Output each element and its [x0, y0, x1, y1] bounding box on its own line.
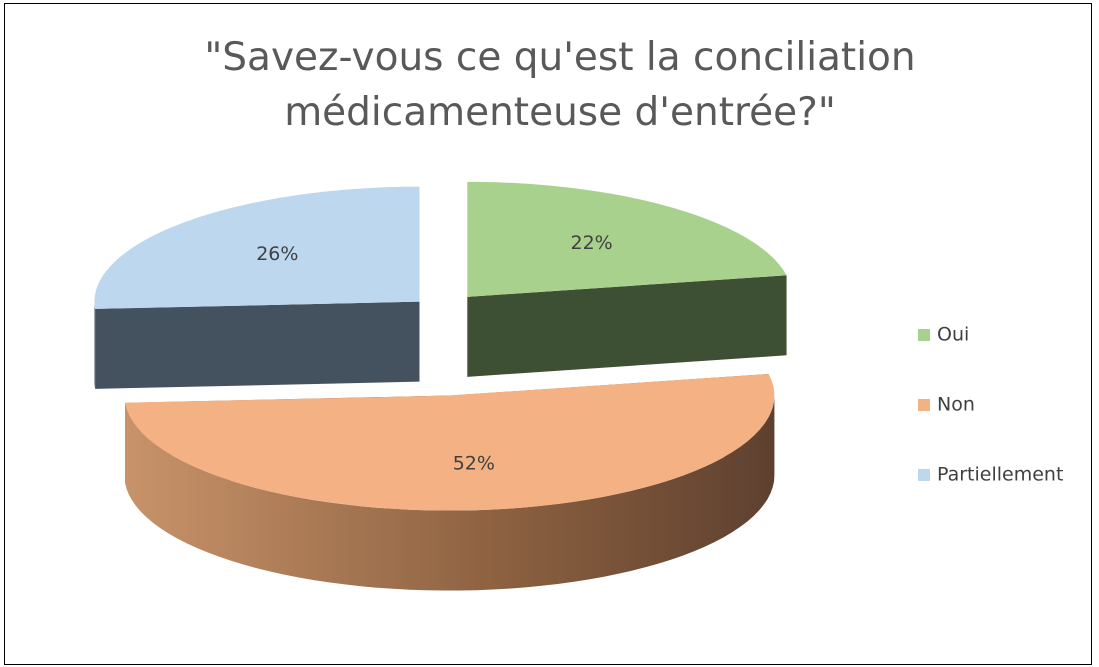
- slice-side: [467, 275, 787, 377]
- legend-label: Oui: [937, 324, 969, 346]
- chart-title: "Savez-vous ce qu'est la conciliation mé…: [204, 35, 916, 135]
- legend-label: Non: [937, 394, 975, 416]
- slice-side: [95, 301, 420, 389]
- slice: [125, 374, 775, 511]
- slice: [94, 186, 420, 309]
- chart-frame: [4, 3, 1092, 665]
- data-label: 52%: [453, 453, 495, 475]
- slice: [467, 181, 787, 297]
- data-label: 26%: [256, 243, 298, 265]
- data-label: 22%: [570, 232, 612, 254]
- legend-swatch: [918, 399, 930, 411]
- legend-label: Partiellement: [937, 464, 1063, 486]
- slice-wall: [94, 301, 96, 389]
- slice-wall: [125, 395, 775, 591]
- legend-swatch: [918, 469, 930, 481]
- legend-swatch: [918, 329, 930, 341]
